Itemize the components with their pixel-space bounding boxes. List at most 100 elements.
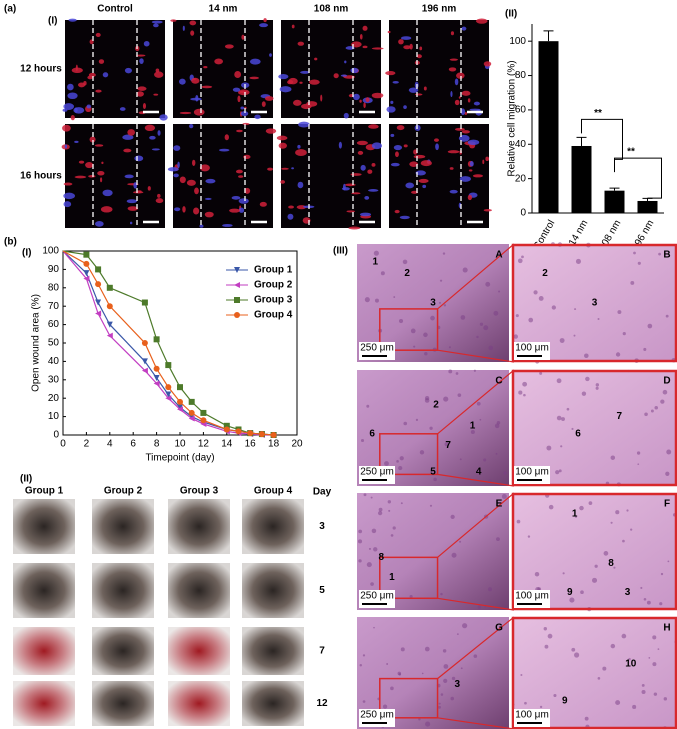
cell — [344, 183, 356, 187]
structure-label: 5 — [430, 467, 436, 478]
tissue-cell — [443, 678, 448, 684]
cell — [346, 210, 356, 213]
cell — [238, 198, 249, 204]
tissue-cell — [423, 332, 428, 338]
y-tick-label: 20 — [515, 173, 527, 184]
scale-label: 100 μm — [515, 591, 549, 602]
bar — [571, 145, 592, 213]
marker — [153, 374, 160, 381]
panel-label: (III) — [333, 246, 348, 257]
marker — [106, 321, 113, 328]
panel-label: (I) — [22, 248, 31, 259]
cell — [264, 96, 274, 101]
marker — [95, 266, 102, 273]
tissue-cell — [615, 700, 621, 706]
tissue-cell — [455, 372, 459, 375]
marker — [106, 284, 113, 291]
zoom-connector — [437, 349, 515, 363]
panel-label: (I) — [48, 16, 57, 27]
tissue-cell — [366, 404, 370, 408]
cell — [338, 141, 342, 149]
wound-photo — [168, 563, 230, 618]
cell — [67, 83, 74, 91]
cell — [153, 93, 159, 96]
column-header: Group 1 — [25, 486, 64, 497]
tissue-cell — [579, 505, 584, 511]
tissue-cell — [438, 702, 441, 705]
tissue-cell — [660, 399, 665, 404]
tissue-cell — [479, 322, 484, 326]
cell — [351, 41, 362, 48]
cell — [411, 190, 418, 194]
image-letter: E — [496, 499, 503, 510]
tissue-cell — [646, 600, 651, 605]
cell — [136, 91, 144, 97]
tissue-cell — [358, 539, 363, 544]
cell — [67, 92, 78, 100]
tissue-cell — [615, 352, 621, 357]
cell — [461, 26, 467, 31]
structure-label: 2 — [542, 268, 548, 279]
structure-label: 1 — [572, 509, 578, 520]
tissue-cell — [594, 564, 598, 568]
tissue-cell — [382, 704, 388, 709]
tissue-cell — [477, 605, 482, 609]
y-tick-label: 60 — [515, 105, 527, 116]
wound-photo — [242, 563, 304, 618]
cell — [190, 30, 195, 36]
y-tick-label: 80 — [515, 70, 527, 81]
cell — [469, 108, 481, 111]
tissue-cell — [443, 396, 449, 402]
image-letter: B — [663, 250, 670, 261]
panel-label: (II) — [505, 9, 517, 20]
tissue-cell — [403, 421, 408, 426]
tissue-cell — [588, 501, 593, 505]
cell — [461, 90, 471, 96]
cell — [291, 24, 295, 29]
cell — [195, 94, 199, 102]
cell — [454, 78, 459, 86]
zoom-region — [379, 677, 439, 719]
cell — [269, 53, 272, 57]
cell — [267, 167, 273, 171]
cell — [450, 90, 453, 98]
cell — [151, 148, 160, 151]
cell — [63, 103, 75, 111]
tissue-cell — [632, 704, 637, 710]
marker — [177, 406, 183, 413]
tissue-cell — [392, 526, 396, 530]
cell — [297, 144, 301, 149]
wound-photo — [168, 627, 230, 675]
tissue-cell — [591, 577, 598, 583]
legend-label: Group 2 — [254, 280, 293, 291]
cell — [367, 169, 373, 174]
cell — [244, 187, 251, 194]
cell — [403, 45, 411, 50]
scale-label: 250 μm — [360, 591, 394, 602]
marker — [235, 428, 242, 435]
legend-label: Group 1 — [254, 265, 293, 276]
tissue-cell — [450, 514, 455, 520]
marker — [141, 299, 148, 306]
tissue-cell — [546, 445, 552, 451]
scale-label: 250 μm — [360, 343, 394, 354]
tissue-cell — [610, 521, 613, 524]
cell — [390, 133, 395, 137]
cell — [86, 104, 91, 109]
cell — [237, 95, 241, 103]
marker — [106, 303, 113, 310]
cell — [235, 169, 243, 174]
cell — [249, 58, 261, 65]
cell — [371, 162, 376, 167]
fluorescence-image — [173, 124, 273, 228]
cell — [454, 127, 465, 131]
cell — [78, 82, 86, 88]
cell — [295, 149, 307, 157]
cell — [62, 124, 71, 132]
cell — [387, 30, 391, 34]
tissue-cell — [544, 644, 549, 649]
cell — [276, 135, 288, 141]
tissue-cell — [457, 393, 462, 397]
tissue-cell — [495, 452, 498, 455]
cell — [179, 176, 186, 184]
